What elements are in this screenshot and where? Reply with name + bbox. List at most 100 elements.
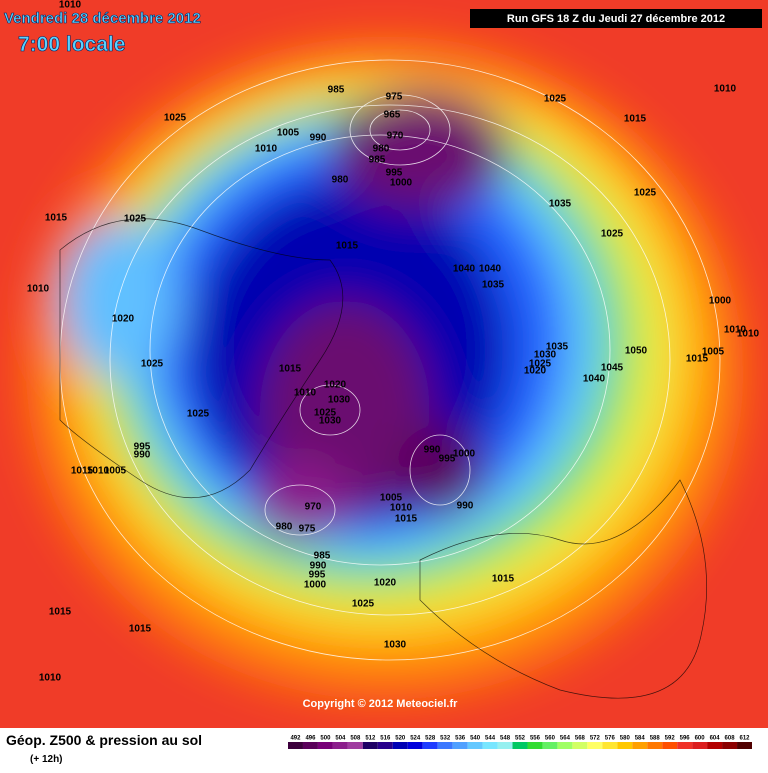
legend-tick-label: 612 [740,736,751,742]
legend-tick-label: 568 [575,736,586,742]
pressure-label: 970 [387,131,404,142]
pressure-label: 1010 [87,466,110,477]
pressure-label: 1020 [112,314,135,325]
pressure-label: 1020 [374,578,397,589]
legend-swatch [617,742,633,749]
pressure-label: 1000 [453,449,476,460]
pressure-label: 1025 [164,113,187,124]
time: 7:00 locale [18,33,125,56]
legend-tick-label: 564 [560,736,571,742]
legend-swatch [467,742,483,749]
legend-swatch [497,742,513,749]
pressure-label: 1035 [546,342,569,353]
copyright: Copyright © 2012 Meteociel.fr [303,698,459,710]
legend-tick-label: 504 [335,736,346,742]
legend-tick-label: 552 [515,736,526,742]
pressure-label: 1010 [255,144,278,155]
legend-swatch [482,742,498,749]
pressure-label: 1045 [601,363,624,374]
pressure-label: 1020 [524,366,547,377]
pressure-label: 1035 [549,199,572,210]
legend-tick-label: 560 [545,736,556,742]
pressure-label: 1010 [27,284,50,295]
legend-tick-label: 496 [305,736,316,742]
legend-tick-label: 492 [290,736,301,742]
legend-swatch [347,742,363,749]
run-box [470,9,762,28]
legend-tick-label: 520 [395,736,406,742]
legend-swatch [512,742,528,749]
legend-swatch [542,742,558,749]
pressure-label: 1015 [395,514,418,525]
legend-swatch [422,742,438,749]
legend-swatch [737,742,752,749]
pressure-label: 980 [276,522,293,533]
legend-swatch [407,742,423,749]
legend-subtitle: (+ 12h) [30,754,63,765]
pressure-label: 990 [457,501,474,512]
pressure-label: 965 [384,110,401,121]
pressure-label: 1015 [686,354,709,365]
pressure-label: 995 [386,168,403,179]
pressure-label: 1025 [634,188,657,199]
legend-swatch [647,742,663,749]
pressure-label: 1025 [601,229,624,240]
pressure-label: 1010 [59,0,82,11]
legend-swatch [602,742,618,749]
legend-tick-label: 536 [455,736,466,742]
legend-swatch [632,742,648,749]
legend-tick-label: 580 [620,736,631,742]
pressure-label: 1025 [187,409,210,420]
pressure-label: 1015 [45,213,68,224]
pressure-label: 1015 [279,364,302,375]
legend-tick-label: 572 [590,736,601,742]
date: Vendredi 28 décembre 2012 [4,10,201,27]
legend-tick-label: 604 [710,736,721,742]
legend-tick-label: 576 [605,736,616,742]
pressure-label: 1000 [304,580,327,591]
pressure-label: 1015 [49,607,72,618]
pressure-label: 1000 [390,178,413,189]
pressure-label: 1015 [129,624,152,635]
pressure-label: 1015 [492,574,515,585]
pressure-label: 985 [328,85,345,96]
legend-swatch [692,742,708,749]
pressure-label: 975 [299,524,316,535]
pressure-label: 995 [439,454,456,465]
pressure-label: 995 [134,442,151,453]
legend-swatch [288,742,303,749]
legend-tick-label: 500 [320,736,331,742]
legend-tick-label: 532 [440,736,451,742]
legend-swatch [662,742,678,749]
legend-tick-label: 508 [350,736,361,742]
legend-swatch [437,742,453,749]
pressure-label: 1030 [534,350,557,361]
pressure-label: 980 [332,175,349,186]
pressure-label: 1015 [624,114,647,125]
pressure-label: 985 [369,155,386,166]
pressure-label: 1010 [390,503,413,514]
legend-swatch [332,742,348,749]
legend-tick-label: 524 [410,736,421,742]
pressure-label: 1025 [314,408,337,419]
pressure-label: 975 [386,92,403,103]
pressure-label: 1030 [384,640,407,651]
pressure-label: 1005 [277,128,300,139]
pressure-label: 1015 [336,241,359,252]
legend-tick-label: 588 [650,736,661,742]
legend-swatch [377,742,393,749]
legend-title: Géop. Z500 & pression au sol [6,732,202,748]
legend-tick-label: 512 [365,736,376,742]
pressure-label: 1025 [544,94,567,105]
pressure-label: 1030 [328,395,351,406]
legend-tick-label: 516 [380,736,391,742]
pressure-label: 990 [134,450,151,461]
pressure-label: 1040 [583,374,606,385]
pressure-label: 1005 [104,466,127,477]
colorbar: 492 496 500 504 508 512 516 520 524 528 532 536 540 5… [288,736,752,749]
pressure-label: 1000 [709,296,732,307]
pressure-label: 1035 [482,280,505,291]
legend-tick-label: 592 [665,736,676,742]
